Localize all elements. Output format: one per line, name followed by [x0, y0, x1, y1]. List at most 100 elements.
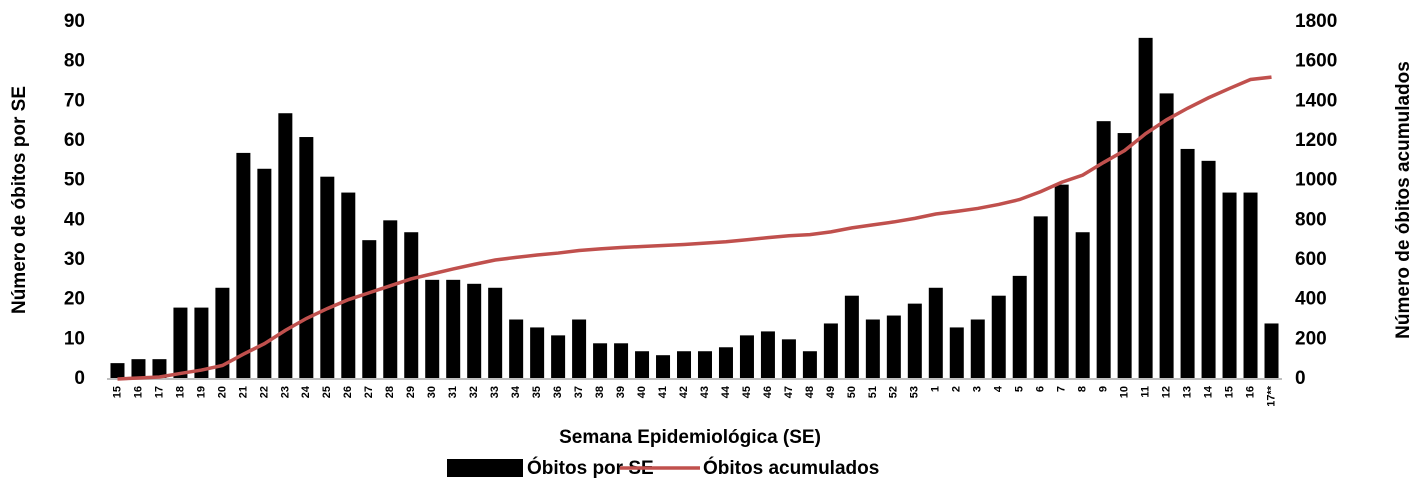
bar — [530, 327, 545, 379]
bar — [194, 307, 209, 379]
bar — [509, 319, 524, 379]
x-tick-label: 34 — [510, 385, 522, 398]
y-tick-label: 80 — [64, 51, 85, 72]
x-tick-label: 52 — [888, 386, 900, 398]
x-tick-label: 30 — [426, 386, 438, 398]
y-tick-label: 0 — [74, 368, 85, 389]
y2-axis-title: Número de óbitos acumulados — [1393, 61, 1414, 339]
y2-tick-label: 400 — [1295, 289, 1327, 310]
x-tick-label: 17 — [153, 386, 165, 398]
bar — [1075, 232, 1090, 379]
bar — [928, 287, 943, 379]
x-tick-label: 38 — [594, 386, 606, 398]
x-tick-label: 42 — [678, 386, 690, 398]
bar — [467, 283, 482, 379]
y-tick-label: 70 — [64, 90, 85, 111]
x-tick-label: 16 — [132, 386, 144, 398]
bar — [299, 137, 314, 379]
x-tick-label: 25 — [321, 386, 333, 398]
y-tick-label: 90 — [64, 11, 85, 32]
bar — [635, 351, 650, 379]
x-tick-label: 45 — [741, 386, 753, 398]
x-tick-label: 39 — [615, 386, 627, 398]
bar — [278, 113, 293, 379]
bar — [1201, 160, 1216, 379]
bar — [131, 359, 146, 379]
bar — [404, 232, 419, 379]
bar — [1012, 275, 1027, 379]
y2-tick-label: 200 — [1295, 328, 1327, 349]
bar — [1138, 37, 1153, 379]
x-tick-label: 10 — [1119, 386, 1131, 398]
x-tick-label: 50 — [846, 386, 858, 398]
x-tick-label: 8 — [1077, 386, 1089, 392]
y2-tick-label: 600 — [1295, 249, 1327, 270]
y2-tick-label: 1400 — [1295, 90, 1337, 111]
bar — [1180, 148, 1195, 379]
bar — [844, 295, 859, 379]
bar — [362, 240, 377, 379]
x-tick-label: 47 — [783, 386, 795, 398]
x-tick-label: 15 — [111, 386, 123, 398]
bar — [446, 279, 461, 379]
bar — [572, 319, 587, 379]
x-tick-label: 4 — [993, 385, 1005, 392]
bar — [760, 331, 775, 379]
x-tick-label: 14 — [1202, 385, 1214, 398]
x-tick-label: 51 — [867, 386, 879, 398]
bar — [173, 307, 188, 379]
y-tick-label: 30 — [64, 249, 85, 270]
x-tick-label: 18 — [174, 386, 186, 398]
x-tick-label: 19 — [195, 386, 207, 398]
x-tick-label: 12 — [1161, 386, 1173, 398]
x-tick-label: 5 — [1014, 386, 1026, 392]
bar — [593, 343, 608, 379]
bar — [886, 315, 901, 379]
x-tick-label: 9 — [1098, 386, 1110, 392]
x-tick-label: 22 — [258, 386, 270, 398]
y-axis-title: Número de óbitos por SE — [9, 86, 30, 314]
y2-tick-label: 0 — [1295, 368, 1306, 389]
x-tick-label: 29 — [405, 386, 417, 398]
y-tick-label: 40 — [64, 209, 85, 230]
bar — [1243, 192, 1258, 379]
bar — [991, 295, 1006, 379]
bar — [656, 355, 671, 379]
x-tick-label: 28 — [384, 386, 396, 398]
bar — [907, 303, 922, 379]
legend-swatch — [447, 459, 523, 477]
bar — [341, 192, 356, 379]
x-tick-label: 21 — [237, 386, 249, 398]
x-tick-label: 36 — [552, 386, 564, 398]
bar — [739, 335, 754, 379]
x-tick-label: 48 — [804, 386, 816, 398]
bar — [1096, 121, 1111, 380]
x-axis-title: Semana Epidemiológica (SE) — [559, 427, 821, 448]
bar — [614, 343, 629, 379]
x-tick-label: 43 — [699, 386, 711, 398]
x-tick-label: 31 — [447, 386, 459, 398]
line — [117, 75, 1272, 381]
bar — [425, 279, 440, 379]
bar — [865, 319, 880, 379]
x-tick-label: 15 — [1223, 386, 1235, 398]
x-tick-label: 17** — [1265, 385, 1277, 407]
bar — [110, 363, 125, 379]
x-tick-label: 20 — [216, 386, 228, 398]
x-tick-label: 46 — [762, 386, 774, 398]
x-tick-label: 33 — [489, 386, 501, 398]
x-tick-label: 6 — [1035, 386, 1047, 392]
bar — [802, 351, 817, 379]
y2-tick-label: 1200 — [1295, 130, 1337, 151]
bar — [781, 339, 796, 379]
bar — [1222, 192, 1237, 379]
x-tick-label: 13 — [1181, 386, 1193, 398]
y-tick-label: 50 — [64, 170, 85, 191]
bar — [1159, 93, 1174, 380]
x-tick-label: 3 — [972, 386, 984, 392]
x-tick-label: 11 — [1140, 386, 1152, 398]
bar — [152, 359, 167, 379]
x-tick-label: 44 — [720, 385, 732, 398]
bar — [970, 319, 985, 379]
